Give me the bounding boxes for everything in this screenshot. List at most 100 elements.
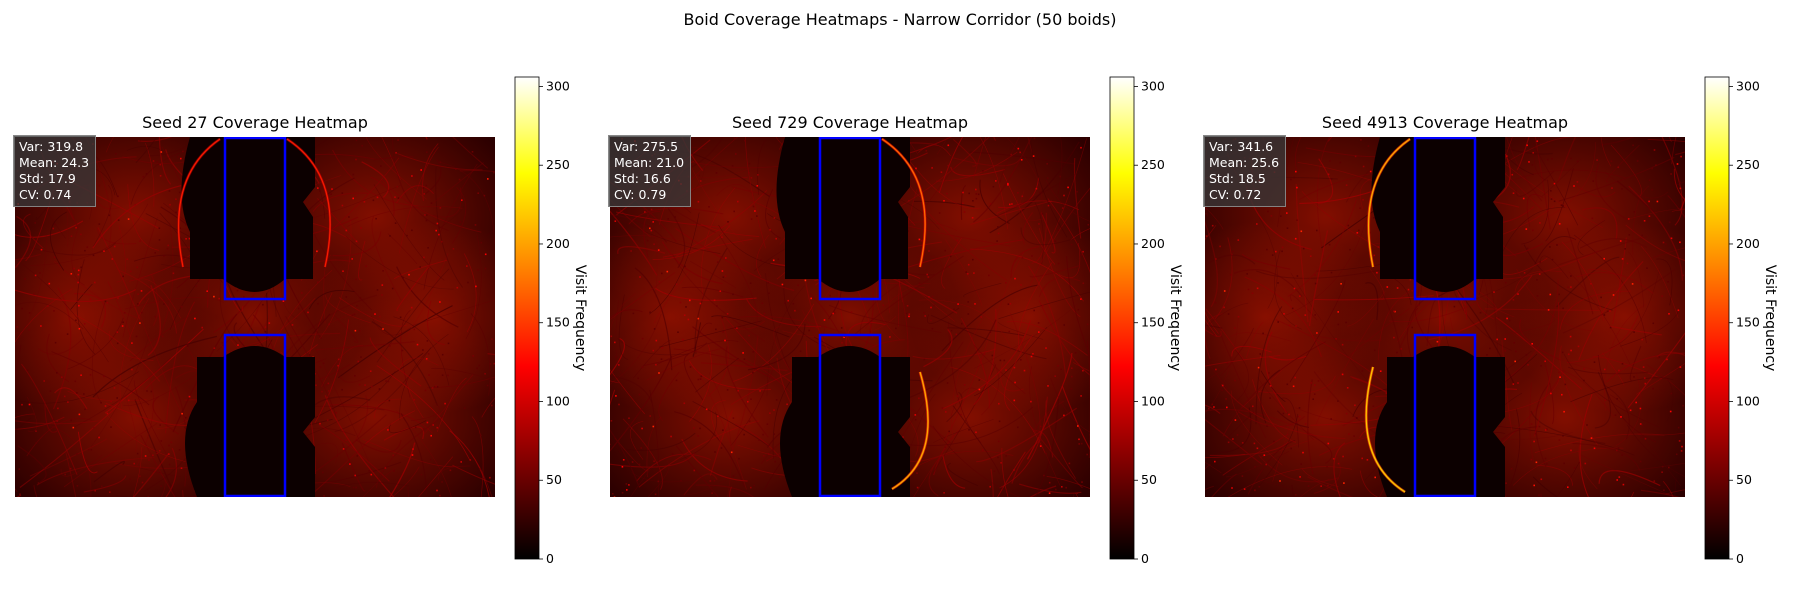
visit-point bbox=[1526, 144, 1528, 147]
trajectory-streak bbox=[646, 416, 662, 478]
trajectory-streak bbox=[692, 326, 781, 383]
visit-point bbox=[646, 239, 649, 242]
visit-point bbox=[429, 458, 432, 461]
trajectory-streak bbox=[1580, 454, 1675, 497]
visit-point bbox=[77, 273, 80, 276]
trajectory-streak bbox=[400, 309, 411, 398]
trajectory-streak bbox=[673, 348, 742, 363]
obstacle-layer bbox=[776, 137, 910, 497]
visit-point bbox=[1651, 188, 1653, 191]
visit-point bbox=[724, 275, 727, 277]
density-glow bbox=[1205, 221, 1385, 413]
trajectory-streak bbox=[1315, 318, 1374, 425]
visit-point bbox=[1009, 203, 1011, 206]
visit-point bbox=[1074, 352, 1077, 354]
trajectory-streak bbox=[306, 352, 424, 423]
visit-point bbox=[410, 306, 413, 309]
trajectory-streak bbox=[1045, 180, 1090, 222]
hotspot-arc bbox=[1368, 138, 1411, 268]
visit-point bbox=[356, 455, 359, 457]
visit-point bbox=[989, 485, 991, 488]
trajectory-streak bbox=[1289, 279, 1346, 383]
trajectory-streak bbox=[659, 320, 762, 348]
trajectory-streak bbox=[1521, 179, 1550, 245]
visit-point bbox=[1327, 173, 1330, 176]
visit-point bbox=[1021, 257, 1024, 259]
trajectory-streak bbox=[1568, 366, 1649, 375]
visit-point bbox=[326, 419, 329, 421]
trajectory-streak bbox=[319, 220, 352, 340]
visit-point bbox=[441, 353, 444, 356]
colorbar-tick-label: 150 bbox=[1736, 315, 1760, 330]
visit-point bbox=[1561, 351, 1564, 354]
colorbar-tick-label: 300 bbox=[1141, 78, 1165, 93]
visit-point bbox=[923, 358, 926, 361]
visit-point bbox=[1621, 363, 1624, 365]
visit-point bbox=[1496, 338, 1498, 341]
trajectory-streak bbox=[1652, 247, 1685, 258]
trajectory-streak bbox=[1205, 485, 1214, 491]
visit-point bbox=[660, 358, 663, 360]
trajectory-streak bbox=[622, 418, 663, 490]
visit-point bbox=[1409, 278, 1412, 281]
visit-point bbox=[1679, 241, 1681, 244]
visit-point bbox=[973, 272, 975, 274]
visit-point bbox=[737, 200, 739, 203]
visit-point bbox=[1536, 140, 1539, 142]
visit-point bbox=[1063, 324, 1065, 326]
visit-point bbox=[1570, 286, 1572, 288]
visit-point bbox=[180, 467, 183, 469]
visit-point bbox=[738, 457, 740, 460]
trajectory-streak bbox=[1667, 195, 1685, 219]
trajectory-streak bbox=[90, 334, 150, 448]
density-glow bbox=[610, 221, 790, 413]
visit-point bbox=[1341, 343, 1344, 346]
visit-point bbox=[1295, 325, 1297, 327]
trajectory-streak bbox=[362, 438, 455, 467]
visit-point bbox=[1517, 382, 1519, 384]
visit-point bbox=[693, 427, 695, 429]
trajectory-streak bbox=[695, 368, 747, 490]
visit-point bbox=[1644, 437, 1647, 440]
trajectory-streak bbox=[782, 316, 897, 339]
visit-point bbox=[649, 227, 651, 230]
visit-point bbox=[341, 204, 344, 207]
trajectory-streak bbox=[631, 472, 695, 483]
trajectory-streak bbox=[1497, 425, 1635, 456]
visit-point bbox=[1078, 443, 1080, 445]
visit-point bbox=[90, 449, 93, 451]
visit-point bbox=[705, 408, 708, 411]
visit-point bbox=[476, 367, 478, 370]
trajectory-streak bbox=[129, 311, 198, 362]
trajectory-streak bbox=[1671, 137, 1677, 165]
trajectory-streak bbox=[376, 268, 450, 363]
visit-point bbox=[460, 461, 462, 463]
obstacle-top bbox=[1371, 137, 1505, 292]
visit-point bbox=[1676, 163, 1679, 165]
trajectory-streak bbox=[328, 311, 379, 325]
visit-point bbox=[56, 420, 59, 422]
trajectory-streak bbox=[1570, 377, 1674, 403]
visit-point bbox=[94, 475, 96, 478]
trajectory-streak bbox=[1313, 454, 1341, 494]
trajectory-streak bbox=[91, 302, 106, 403]
visit-point bbox=[1662, 241, 1665, 244]
visit-point bbox=[907, 230, 909, 232]
visit-point bbox=[187, 345, 189, 347]
visit-point bbox=[972, 258, 974, 261]
visit-point bbox=[161, 335, 164, 338]
trajectory-streak bbox=[1572, 442, 1641, 471]
visit-point bbox=[980, 316, 982, 318]
visit-point bbox=[1068, 462, 1071, 465]
visit-point bbox=[1005, 282, 1007, 284]
trajectory-streak bbox=[1289, 294, 1318, 321]
visit-point bbox=[1071, 367, 1073, 369]
visit-point bbox=[644, 211, 646, 213]
visit-point bbox=[930, 306, 932, 309]
visit-point bbox=[641, 366, 644, 368]
visit-point bbox=[978, 379, 981, 381]
trajectory-streak bbox=[119, 297, 150, 409]
visit-point bbox=[361, 145, 363, 147]
trajectory-streak bbox=[1020, 227, 1076, 246]
hotspot-layer bbox=[1364, 137, 1411, 494]
